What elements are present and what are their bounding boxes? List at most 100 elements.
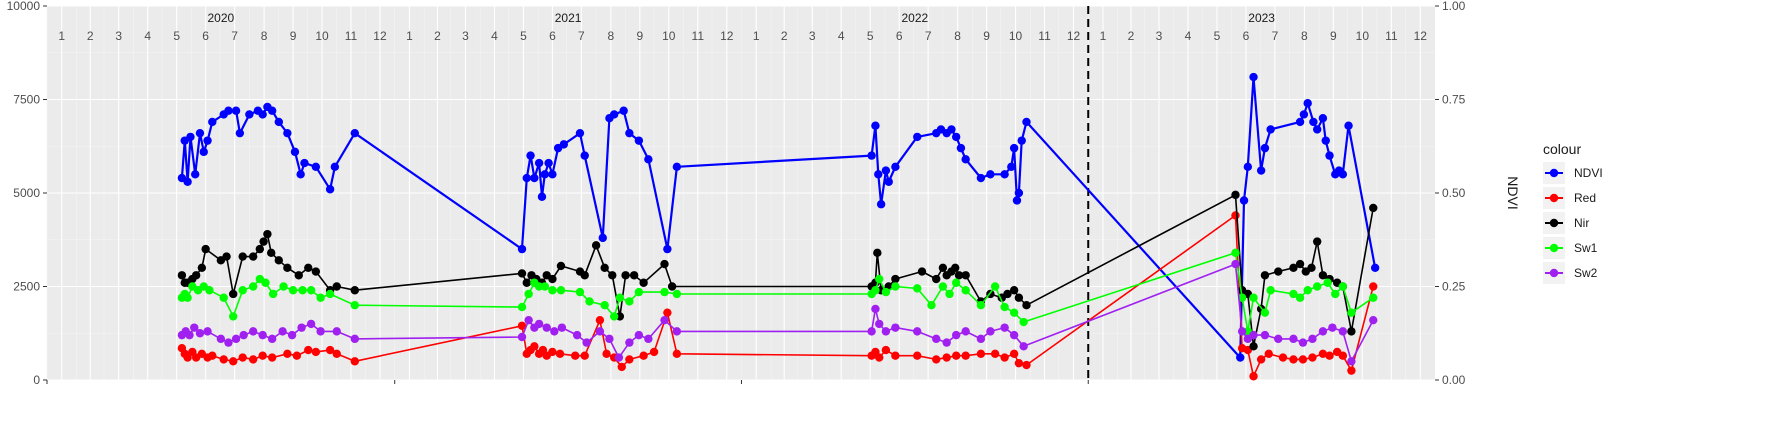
- legend-label-red: Red: [1574, 191, 1596, 205]
- data-point-ndvi: [325, 185, 335, 194]
- data-point-nir: [259, 237, 268, 246]
- data-point-sw1: [600, 301, 609, 310]
- data-point-sw1: [288, 286, 298, 295]
- y-axis-title-right: NDVI: [1505, 176, 1521, 209]
- data-point-ndvi: [245, 110, 254, 119]
- data-point-sw2: [634, 330, 644, 340]
- data-point-ndvi: [195, 128, 205, 138]
- data-point-sw2: [595, 327, 605, 336]
- data-point-red: [1347, 366, 1356, 375]
- data-point-sw2: [287, 330, 297, 340]
- data-point-red: [350, 357, 360, 366]
- series-sw1: [177, 248, 1378, 336]
- data-point-sw1: [325, 289, 335, 299]
- data-point-sw2: [1347, 357, 1356, 366]
- data-point-ndvi: [634, 136, 644, 145]
- data-point-red: [932, 355, 941, 364]
- data-point-red: [304, 345, 313, 355]
- data-point-sw1: [229, 312, 238, 321]
- data-point-sw1: [976, 301, 986, 310]
- data-point-ndvi: [1338, 170, 1348, 179]
- data-point-ndvi: [1318, 114, 1328, 123]
- data-point-red: [219, 355, 228, 364]
- data-point-ndvi: [274, 117, 284, 127]
- data-point-sw1: [298, 286, 307, 295]
- data-point-sw1: [625, 297, 634, 306]
- month-label: 8: [1301, 29, 1308, 43]
- data-point-sw2: [190, 323, 199, 332]
- data-point-sw1: [990, 282, 1000, 291]
- data-point-nir: [1369, 203, 1378, 213]
- data-point-red: [1249, 372, 1258, 381]
- month-label: 7: [578, 29, 585, 43]
- series-lines: [177, 72, 1380, 381]
- data-point-ndvi: [1303, 99, 1312, 108]
- data-point-ndvi: [1249, 72, 1258, 82]
- data-point-nir: [891, 274, 900, 284]
- data-point-sw1: [875, 274, 884, 284]
- data-point-red: [595, 315, 605, 325]
- data-point-sw2: [1318, 327, 1328, 336]
- data-point-ndvi: [672, 162, 682, 172]
- data-point-sw1: [945, 289, 954, 299]
- data-point-ndvi: [290, 147, 300, 157]
- y-tick-label-right: 0.75: [1442, 93, 1466, 107]
- y-tick-label-right: 0.00: [1442, 373, 1466, 387]
- data-point-ndvi: [884, 177, 893, 186]
- data-point-red: [292, 351, 302, 360]
- data-point-nir: [238, 252, 247, 261]
- data-point-ndvi: [1295, 117, 1305, 127]
- data-point-sw2: [550, 327, 559, 336]
- month-label: 6: [202, 29, 209, 43]
- month-label: 4: [1185, 29, 1192, 43]
- data-point-nir: [522, 278, 531, 287]
- data-point-nir: [283, 263, 292, 272]
- data-point-red: [1289, 355, 1298, 364]
- data-point-red: [672, 349, 682, 359]
- data-point-sw1: [871, 286, 880, 295]
- legend: colour NDVI Red Nir Sw1 Sw2: [1543, 141, 1603, 284]
- data-point-sw2: [517, 332, 527, 342]
- legend-item-nir: Nir: [1543, 212, 1589, 234]
- month-label: 9: [983, 29, 990, 43]
- data-point-nir: [629, 271, 639, 280]
- legend-key-point: [1549, 218, 1559, 228]
- data-point-sw1: [913, 284, 922, 293]
- month-label: 11: [692, 29, 705, 43]
- month-label: 8: [954, 29, 961, 43]
- data-point-ndvi: [1266, 125, 1275, 134]
- data-point-ndvi: [526, 151, 535, 160]
- data-point-nir: [932, 274, 941, 284]
- data-point-sw2: [258, 330, 267, 340]
- data-point-nir: [938, 263, 948, 272]
- y-tick-label-right: 0.50: [1442, 186, 1466, 200]
- data-point-sw2: [951, 330, 961, 340]
- data-point-red: [571, 351, 580, 360]
- data-point-sw2: [297, 323, 306, 332]
- data-point-sw2: [557, 323, 567, 332]
- data-point-sw1: [1347, 308, 1356, 317]
- data-point-sw1: [524, 289, 533, 299]
- data-point-sw2: [278, 327, 287, 336]
- y-tick-label-right: 0.25: [1442, 280, 1466, 294]
- month-label: 5: [867, 29, 874, 43]
- y-tick-label-left: 7500: [13, 93, 40, 107]
- data-point-red: [258, 351, 267, 360]
- legend-title: colour: [1543, 141, 1581, 157]
- legend-label-ndvi: NDVI: [1574, 166, 1603, 180]
- data-point-red: [881, 345, 891, 355]
- legend-item-sw1: Sw1: [1543, 237, 1598, 259]
- data-point-red: [1009, 349, 1019, 359]
- data-point-red: [311, 347, 321, 357]
- data-point-ndvi: [1260, 143, 1270, 153]
- data-point-nir: [954, 271, 964, 280]
- data-point-ndvi: [544, 158, 553, 168]
- data-point-sw2: [986, 327, 995, 336]
- y-tick-label-left: 10000: [7, 0, 41, 13]
- y-tick-label-left: 5000: [13, 186, 40, 200]
- data-point-sw1: [248, 282, 258, 291]
- data-point-ndvi: [300, 158, 309, 168]
- data-point-sw1: [556, 286, 566, 295]
